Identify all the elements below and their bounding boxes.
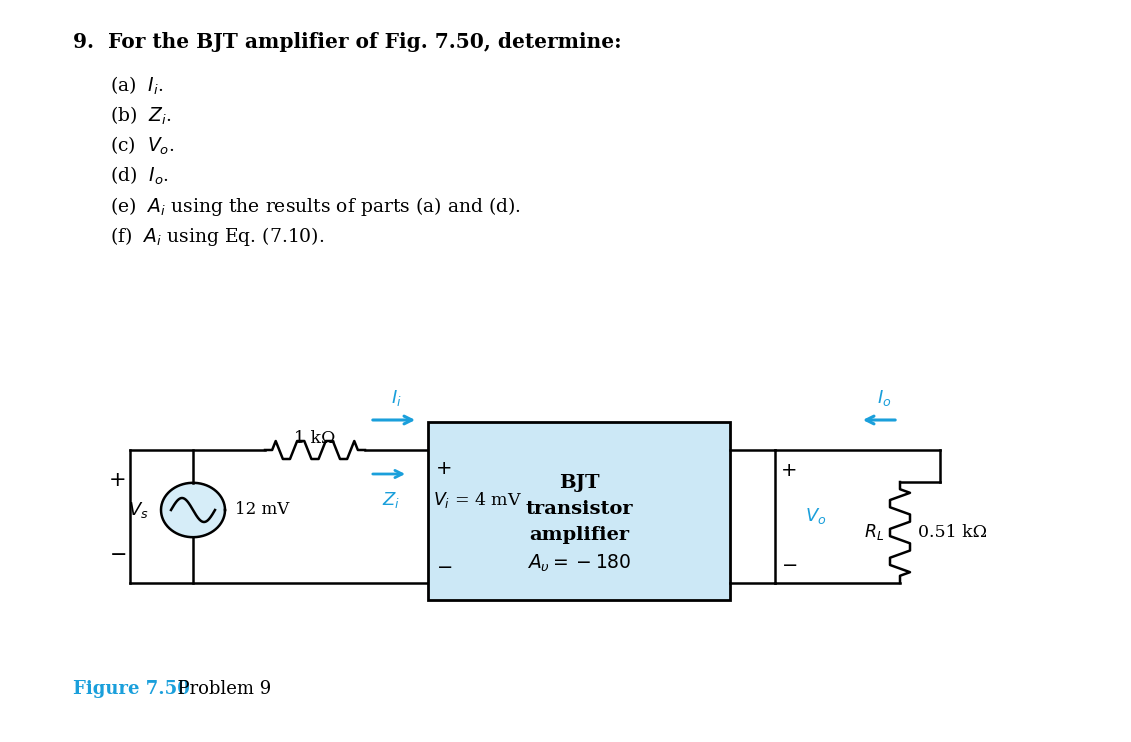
Text: $-$: $-$: [110, 543, 127, 563]
Text: $-$: $-$: [780, 554, 797, 573]
Text: Figure 7.50: Figure 7.50: [74, 680, 190, 698]
Text: $A_\upsilon = -180$: $A_\upsilon = -180$: [527, 552, 631, 574]
Text: (d)  $I_o$.: (d) $I_o$.: [110, 165, 169, 187]
Text: 9.  For the BJT amplifier of Fig. 7.50, determine:: 9. For the BJT amplifier of Fig. 7.50, d…: [74, 32, 622, 52]
Text: (a)  $I_i$.: (a) $I_i$.: [110, 75, 164, 97]
Text: +: +: [435, 459, 452, 478]
Text: $V_o$: $V_o$: [805, 507, 827, 527]
Text: $V_s$: $V_s$: [129, 500, 149, 520]
Text: 1 kΩ: 1 kΩ: [294, 430, 336, 447]
Text: +: +: [780, 461, 797, 479]
Text: $I_o$: $I_o$: [877, 388, 891, 408]
Text: $V_i$ = 4 mV: $V_i$ = 4 mV: [433, 490, 523, 510]
Text: $Z_i$: $Z_i$: [382, 490, 400, 510]
Text: (f)  $A_i$ using Eq. (7.10).: (f) $A_i$ using Eq. (7.10).: [110, 225, 325, 248]
Text: 12 mV: 12 mV: [235, 502, 290, 519]
Text: transistor: transistor: [525, 500, 633, 518]
Text: $I_i$: $I_i$: [390, 388, 402, 408]
Text: (b)  $Z_i$.: (b) $Z_i$.: [110, 105, 172, 128]
Text: (e)  $A_i$ using the results of parts (a) and (d).: (e) $A_i$ using the results of parts (a)…: [110, 195, 521, 218]
Text: $-$: $-$: [435, 556, 452, 574]
Text: +: +: [110, 470, 127, 490]
Polygon shape: [161, 483, 225, 537]
Text: 0.51 kΩ: 0.51 kΩ: [918, 524, 987, 541]
Text: (c)  $V_o$.: (c) $V_o$.: [110, 135, 174, 157]
Text: BJT: BJT: [559, 474, 599, 492]
Text: Problem 9: Problem 9: [166, 680, 271, 698]
Text: $R_L$: $R_L$: [864, 522, 884, 542]
Text: amplifier: amplifier: [529, 526, 629, 544]
Bar: [428, 422, 729, 600]
